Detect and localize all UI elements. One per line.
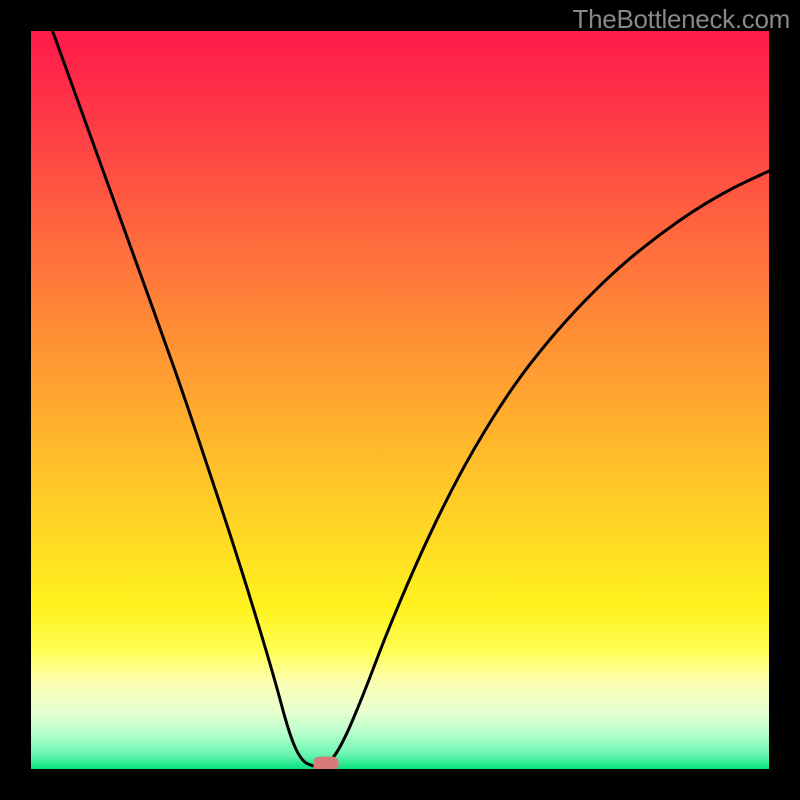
watermark-text: TheBottleneck.com	[573, 4, 790, 35]
bottleneck-chart	[0, 0, 800, 800]
plot-background	[30, 30, 770, 770]
chart-container: { "watermark": { "text": "TheBottleneck.…	[0, 0, 800, 800]
